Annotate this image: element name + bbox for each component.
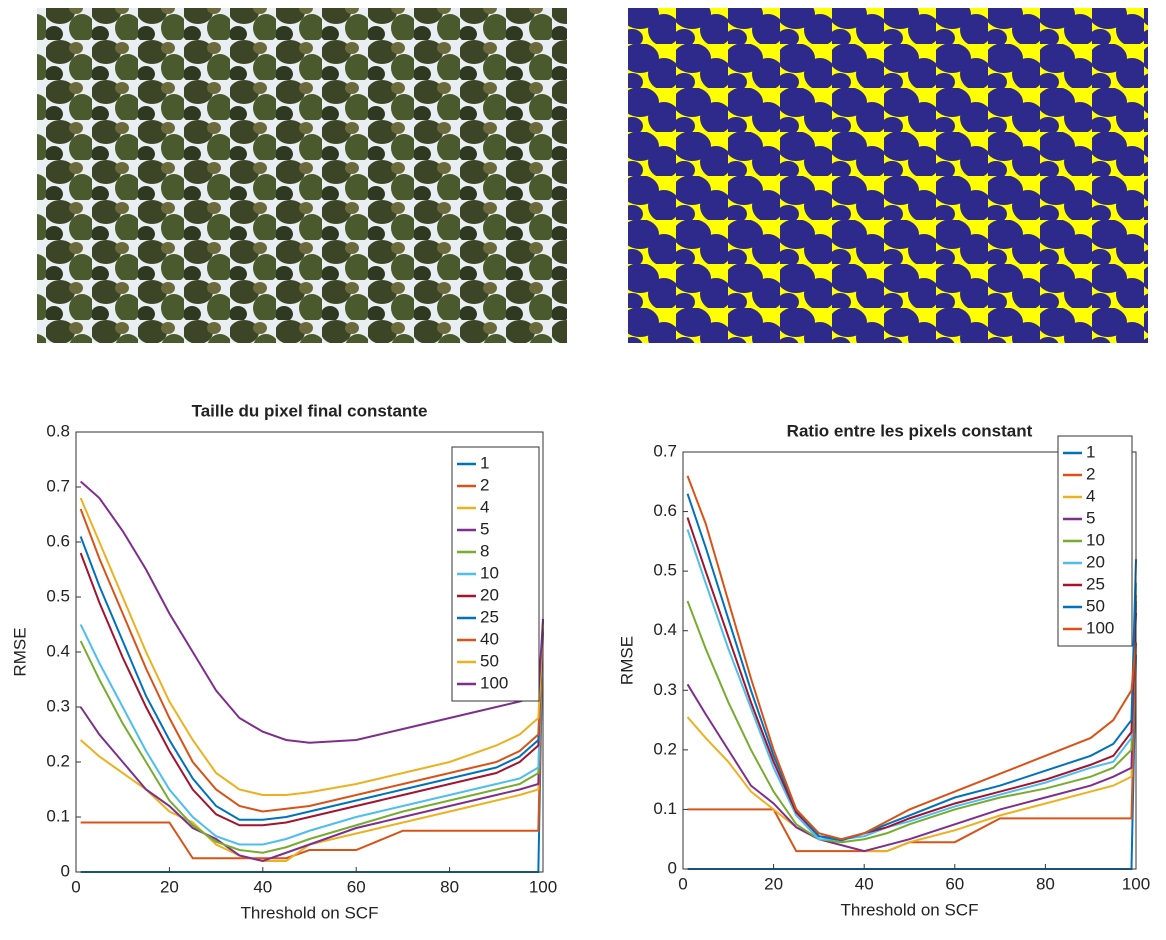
x-tick-label: 0 (678, 874, 687, 893)
series-line (79, 624, 544, 863)
x-axis-label: Threshold on SCF (841, 900, 979, 919)
chart-title: Ratio entre les pixels constant (787, 421, 1033, 440)
y-tick-label: 0.6 (653, 501, 677, 520)
x-tick-label: 0 (71, 877, 80, 896)
series-line (686, 600, 1137, 853)
series-line (80, 624, 544, 862)
y-tick-label: 0.5 (653, 561, 677, 580)
series-line (686, 517, 1137, 841)
series-line (79, 508, 544, 813)
x-tick-label: 100 (1122, 874, 1150, 893)
series-line (80, 480, 544, 744)
series-line (686, 594, 1137, 844)
axes-box (682, 451, 1137, 870)
y-axis-label: RMSE (10, 627, 29, 676)
series-line (687, 654, 1137, 870)
legend-box (451, 446, 540, 702)
aerial-photo (37, 8, 567, 343)
y-tick-label: 0.2 (46, 751, 70, 770)
legend-label: 2 (480, 475, 489, 494)
y-axis-label: RMSE (617, 636, 636, 685)
y-tick-label: 0.8 (46, 421, 70, 440)
x-tick-label: 60 (945, 874, 964, 893)
y-tick-label: 0.4 (46, 641, 70, 660)
y-tick-label: 0.3 (46, 696, 70, 715)
y-tick-label: 0.7 (46, 476, 70, 495)
x-tick-label: 80 (1036, 874, 1055, 893)
legend-label: 100 (480, 673, 508, 692)
x-tick-label: 20 (764, 874, 783, 893)
y-tick-label: 0.6 (46, 531, 70, 550)
series-line (79, 497, 544, 796)
legend-label: 4 (480, 497, 489, 516)
y-tick-label: 0.7 (653, 441, 677, 460)
series-line (79, 624, 544, 846)
series-line (686, 600, 1137, 853)
legend-label: 10 (1086, 530, 1105, 549)
legend-label: 25 (1086, 574, 1105, 593)
legend-label: 5 (480, 519, 489, 538)
legend-label: 20 (480, 585, 499, 604)
snow-classification-map (628, 8, 1148, 343)
legend-label: 1 (480, 453, 489, 472)
legend-label: 4 (1086, 486, 1095, 505)
y-tick-label: 0.4 (653, 620, 677, 639)
legend-label: 5 (1086, 508, 1095, 527)
x-axis-label: Threshold on SCF (241, 903, 379, 922)
y-tick-label: 0 (668, 858, 677, 877)
x-tick-label: 80 (440, 877, 459, 896)
x-tick-label: 100 (529, 877, 557, 896)
y-tick-label: 0 (61, 861, 70, 880)
y-tick-label: 0.1 (653, 799, 677, 818)
x-tick-label: 40 (855, 874, 874, 893)
series-line (686, 475, 1137, 841)
y-tick-label: 0.5 (46, 586, 70, 605)
legend-label: 50 (1086, 596, 1105, 615)
y-tick-label: 0.2 (653, 739, 677, 758)
legend-label: 1 (1086, 442, 1095, 461)
legend-label: 25 (480, 607, 499, 626)
legend-label: 40 (480, 629, 499, 648)
x-tick-label: 40 (253, 877, 272, 896)
y-tick-label: 0.1 (46, 806, 70, 825)
series-line (686, 493, 1137, 842)
legend-label: 50 (480, 651, 499, 670)
series-line (686, 529, 1137, 841)
series-line (80, 624, 544, 860)
x-tick-label: 60 (347, 877, 366, 896)
legend-label: 8 (480, 541, 489, 560)
y-tick-label: 0.3 (653, 680, 677, 699)
legend-label: 20 (1086, 552, 1105, 571)
series-line (79, 552, 544, 827)
legend-label: 10 (480, 563, 499, 582)
legend-label: 100 (1086, 618, 1114, 637)
chart-title: Taille du pixel final constante (192, 401, 428, 420)
x-tick-label: 20 (160, 877, 179, 896)
series-line (79, 624, 544, 854)
legend-label: 2 (1086, 464, 1095, 483)
series-line (79, 536, 544, 821)
